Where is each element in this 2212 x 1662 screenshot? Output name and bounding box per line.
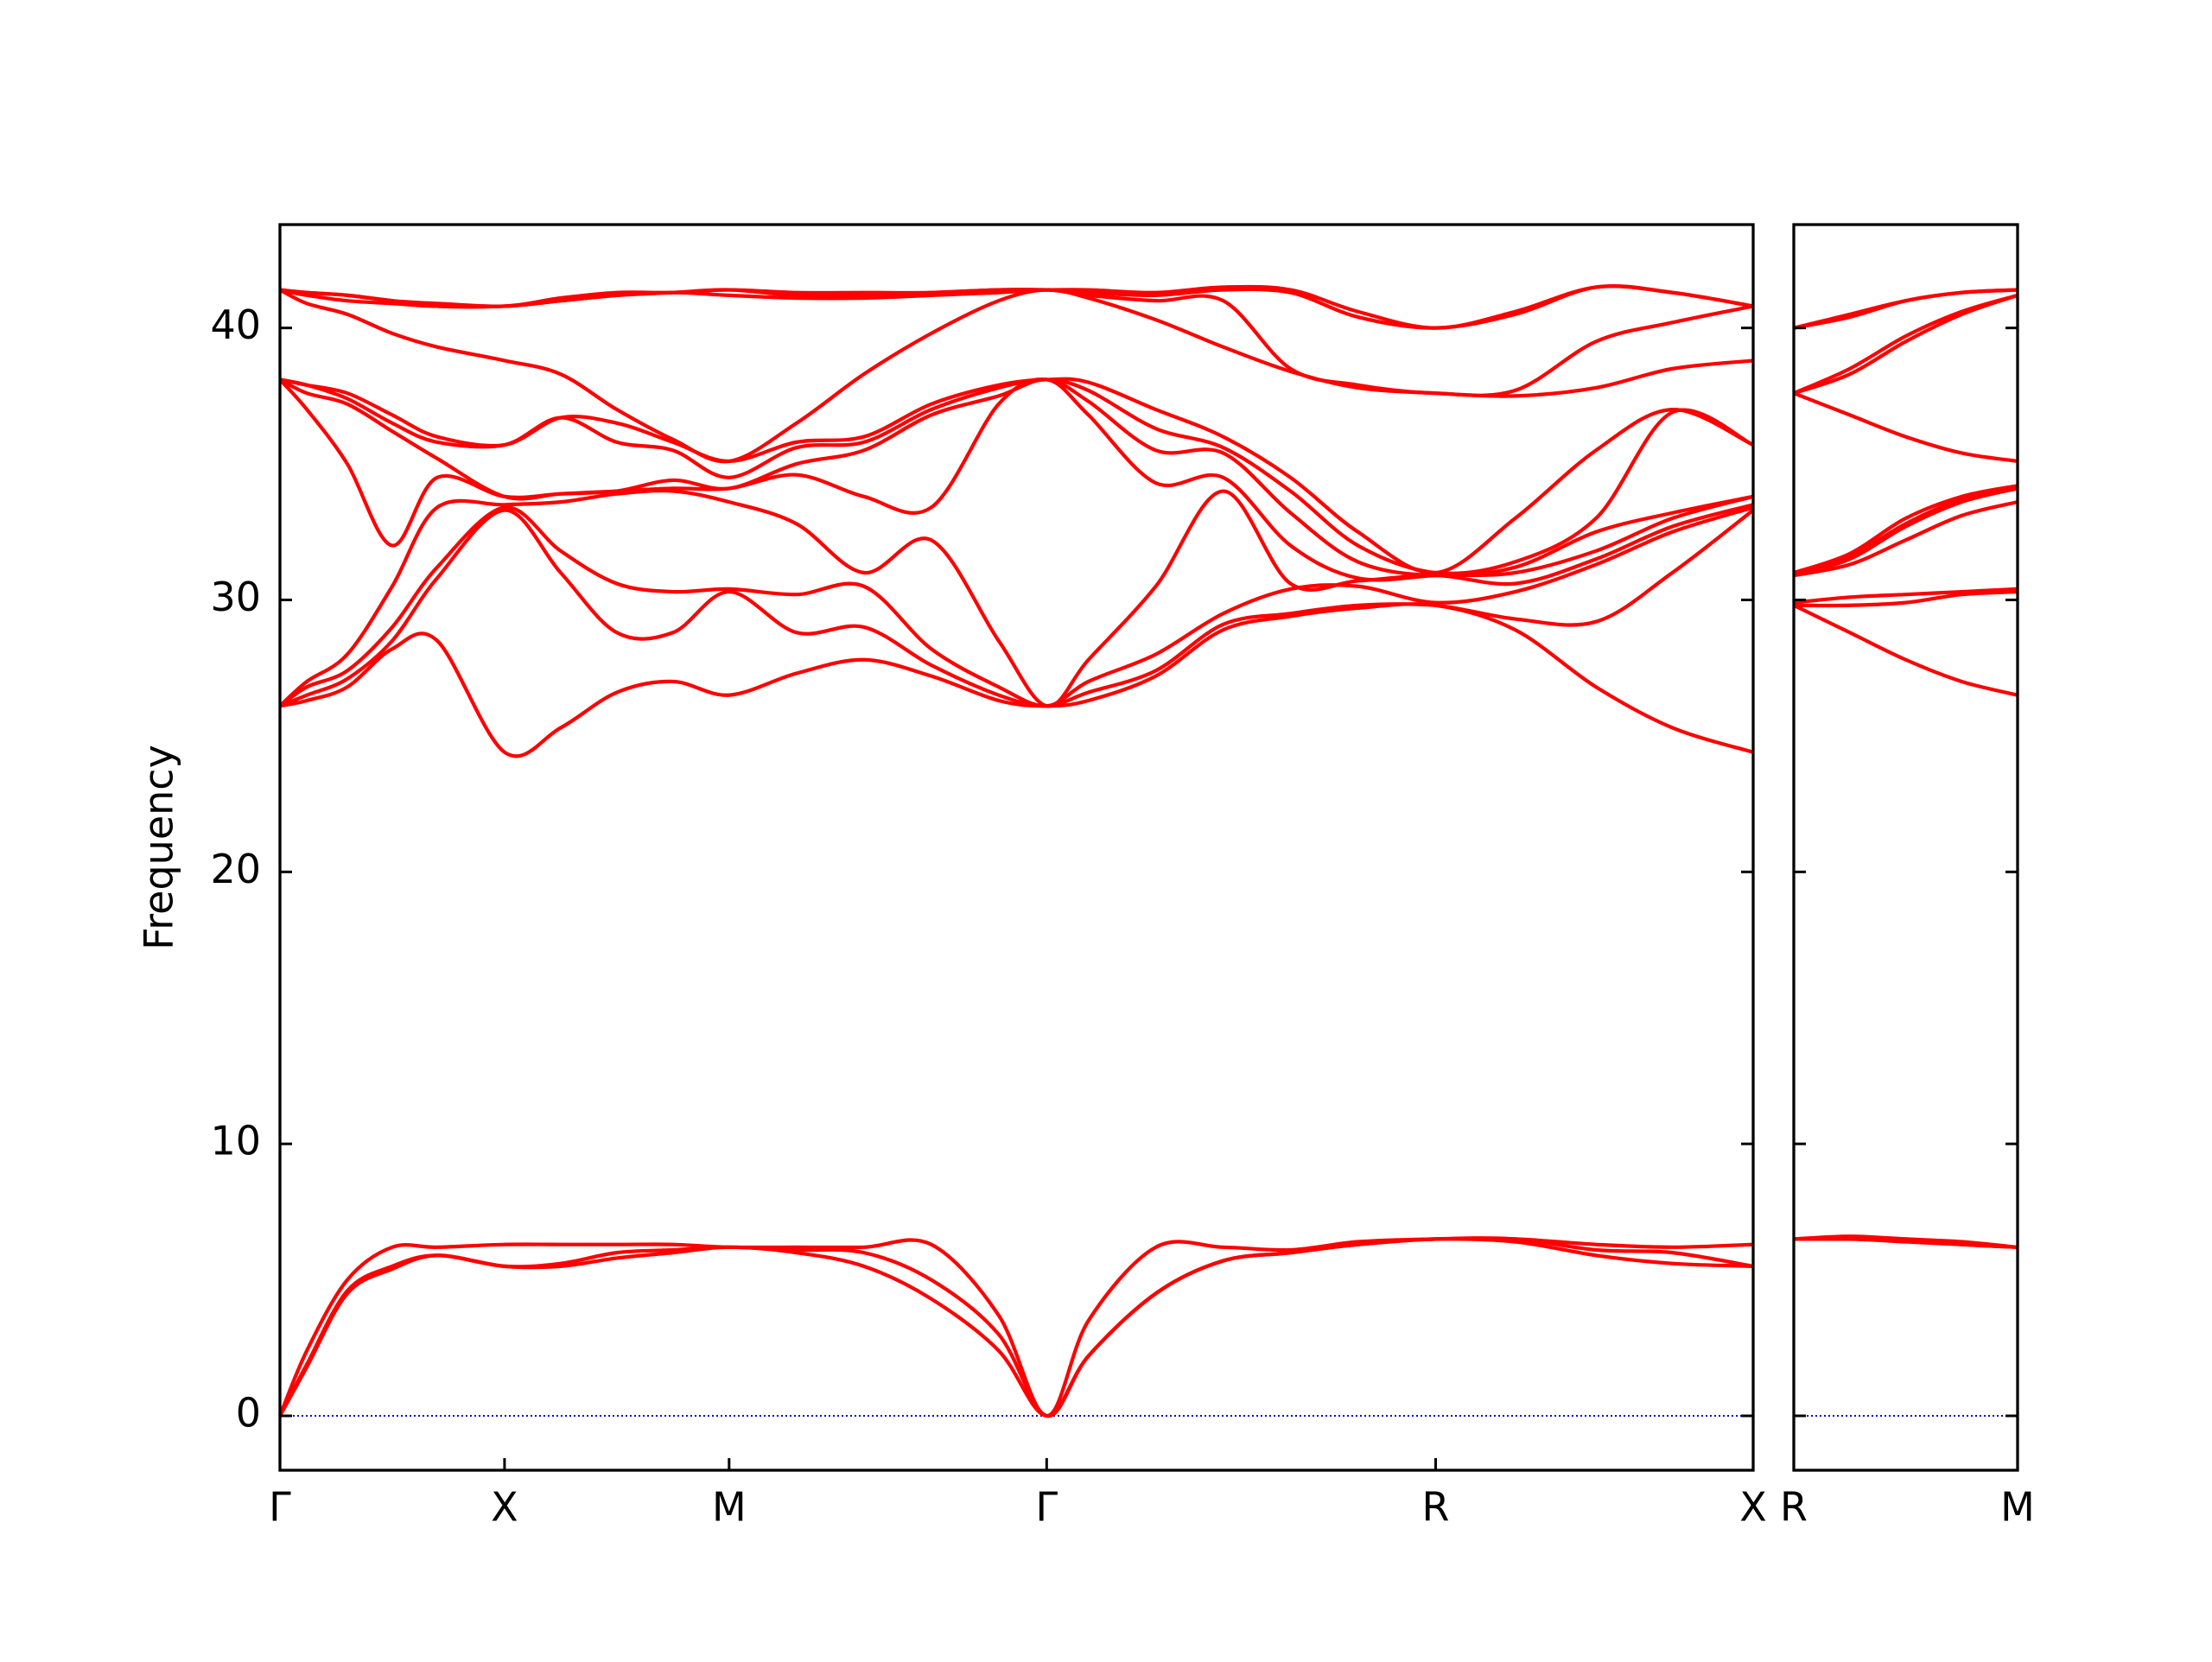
x-tick-label: X xyxy=(491,1484,518,1531)
band-line xyxy=(1793,587,2018,605)
band-line xyxy=(278,377,1754,582)
band-line xyxy=(279,602,1754,758)
band-line xyxy=(279,377,1754,576)
x-tick-label: Γ xyxy=(269,1484,291,1531)
band-line xyxy=(278,1236,1754,1418)
band-line xyxy=(279,377,1754,578)
y-tick-label: 30 xyxy=(210,574,261,620)
plot-frame xyxy=(278,223,1755,1472)
band-line xyxy=(1793,589,2018,608)
band-line xyxy=(279,508,1755,708)
band-line xyxy=(1793,500,2018,578)
y-tick-label: 40 xyxy=(210,301,261,348)
x-tick-label: M xyxy=(2000,1484,2035,1531)
x-tick-label: X xyxy=(1739,1484,1767,1531)
band-line xyxy=(1793,288,2018,330)
band-line xyxy=(1793,391,2018,463)
band-line xyxy=(278,1236,1754,1418)
band-line xyxy=(1793,1234,2018,1249)
band-line xyxy=(1793,484,2018,574)
x-tick-label: M xyxy=(712,1484,747,1531)
x-tick-label: R xyxy=(1780,1484,1808,1531)
band-line xyxy=(1793,288,2018,330)
plot-frame xyxy=(1792,223,2019,1472)
band-line xyxy=(279,377,1754,575)
y-axis-label: Frequency xyxy=(136,745,182,950)
band-line xyxy=(1793,293,2018,396)
x-tick-label: R xyxy=(1422,1484,1450,1531)
band-line xyxy=(1793,486,2018,578)
band-line xyxy=(278,488,1754,708)
band-line xyxy=(278,505,1754,708)
band-line xyxy=(1793,486,2018,578)
y-tick-label: 10 xyxy=(210,1118,261,1164)
y-tick-label: 0 xyxy=(236,1390,261,1437)
band-line xyxy=(1793,603,2018,697)
band-line xyxy=(279,288,1754,464)
x-tick-label: Γ xyxy=(1036,1484,1058,1531)
y-tick-label: 20 xyxy=(210,846,261,892)
band-line xyxy=(279,284,1754,330)
